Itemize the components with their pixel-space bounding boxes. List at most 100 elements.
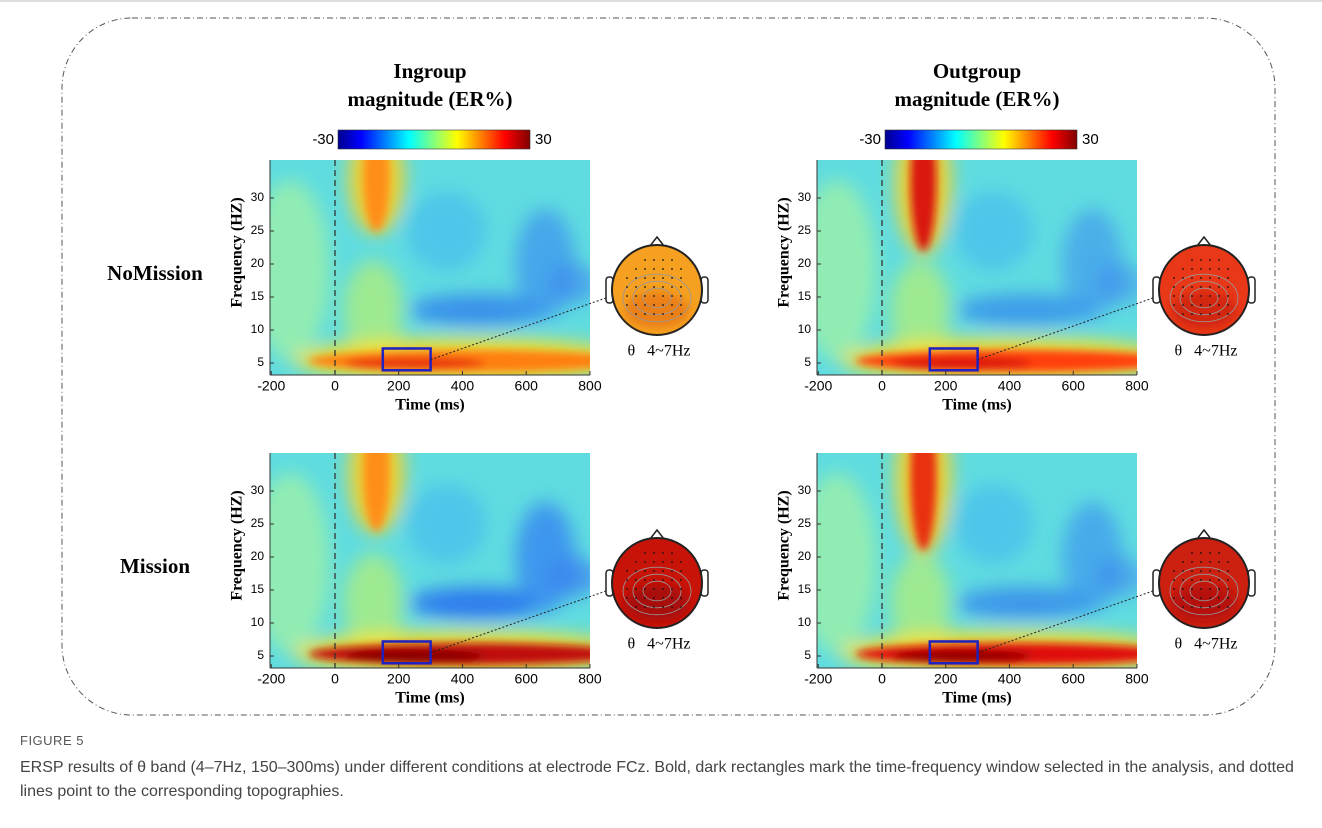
electrode xyxy=(662,259,664,261)
electrode xyxy=(1227,570,1229,572)
electrode xyxy=(1209,259,1211,261)
electrode xyxy=(1182,295,1184,297)
topo-shade xyxy=(1172,292,1236,328)
colorbar-label: 30 xyxy=(535,131,552,148)
colorbar xyxy=(337,129,531,150)
topo-contour xyxy=(642,287,672,309)
column-title: Outgroup xyxy=(933,59,1021,83)
electrode xyxy=(1209,561,1211,563)
electrode xyxy=(1200,570,1202,572)
electrode xyxy=(671,570,673,572)
blob xyxy=(890,260,951,361)
electrode xyxy=(644,259,646,261)
topo-nose xyxy=(649,528,665,540)
blob xyxy=(344,357,485,369)
y-tick-label: 5 xyxy=(257,648,264,662)
x-tick-label: 0 xyxy=(878,378,886,394)
electrode xyxy=(1227,268,1229,270)
electrode xyxy=(680,570,682,572)
electrode xyxy=(662,588,664,590)
electrode xyxy=(662,295,664,297)
electrode xyxy=(635,313,637,315)
electrode xyxy=(1182,606,1184,608)
electrode xyxy=(1200,313,1202,315)
blob xyxy=(408,294,549,327)
electrode xyxy=(671,606,673,608)
electrode xyxy=(1209,295,1211,297)
electrode xyxy=(1200,304,1202,306)
y-tick-label: 30 xyxy=(251,190,265,204)
blob xyxy=(953,191,1034,271)
electrode xyxy=(1227,588,1229,590)
electrode xyxy=(671,313,673,315)
electrode xyxy=(653,561,655,563)
topo-nose xyxy=(1196,528,1212,540)
y-axis-label: Frequency (HZ) xyxy=(229,197,246,307)
electrode xyxy=(1209,552,1211,554)
electrode xyxy=(626,588,628,590)
electrode xyxy=(1191,552,1193,554)
blob xyxy=(891,357,1032,369)
electrode xyxy=(1191,588,1193,590)
x-tick-label: 800 xyxy=(1125,671,1149,687)
y-tick-label: 10 xyxy=(798,322,812,336)
electrode xyxy=(662,552,664,554)
electrode xyxy=(653,295,655,297)
electrode xyxy=(635,588,637,590)
blob xyxy=(270,180,330,360)
electrode xyxy=(1182,313,1184,315)
electrode xyxy=(1209,286,1211,288)
blobs-core xyxy=(855,160,1137,373)
heatmap xyxy=(817,453,1137,668)
electrode xyxy=(1173,295,1175,297)
electrode xyxy=(671,277,673,279)
topo-shade xyxy=(625,585,689,621)
electrode xyxy=(662,277,664,279)
x-tick-label: 200 xyxy=(387,378,411,394)
electrode xyxy=(680,313,682,315)
electrode xyxy=(644,597,646,599)
blob xyxy=(343,260,404,361)
electrode xyxy=(1218,606,1220,608)
electrode xyxy=(662,304,664,306)
electrode xyxy=(1191,259,1193,261)
electrode xyxy=(1173,570,1175,572)
electrode xyxy=(1182,579,1184,581)
electrode xyxy=(1218,259,1220,261)
figure: Ingroup magnitude (ER%) -30 30 Outgroup magni… xyxy=(0,0,1322,716)
topo-contour xyxy=(622,566,692,616)
x-tick-label: 600 xyxy=(1062,671,1086,687)
electrode xyxy=(1182,277,1184,279)
x-tick-label: -200 xyxy=(257,378,285,394)
y-tick-label: 30 xyxy=(798,483,812,497)
electrode xyxy=(680,606,682,608)
tf-panel: -200 0 200 400 600 800 30 25 20 15 10 5 Time (ms) Fre… xyxy=(229,160,709,414)
row-label: Mission xyxy=(120,554,190,578)
electrode xyxy=(644,304,646,306)
x-tick-label: 800 xyxy=(578,378,602,394)
electrode xyxy=(1191,606,1193,608)
x-tick-label: 400 xyxy=(998,671,1022,687)
tf-panel: -200 0 200 400 600 800 30 25 20 15 10 5 Time (ms) Fre… xyxy=(776,160,1256,414)
electrode xyxy=(635,277,637,279)
electrode xyxy=(1218,295,1220,297)
blob xyxy=(270,473,330,653)
electrode xyxy=(653,552,655,554)
electrode xyxy=(635,606,637,608)
electrode xyxy=(653,570,655,572)
electrode xyxy=(1227,597,1229,599)
electrode xyxy=(662,561,664,563)
x-axis-label: Time (ms) xyxy=(395,690,464,707)
topo-shade xyxy=(625,292,689,328)
electrode xyxy=(662,606,664,608)
electrode xyxy=(1227,295,1229,297)
blob xyxy=(817,473,877,653)
electrode xyxy=(1209,277,1211,279)
blob xyxy=(549,263,590,304)
electrode xyxy=(653,304,655,306)
electrode xyxy=(653,277,655,279)
y-tick-label: 30 xyxy=(251,483,265,497)
electrode xyxy=(1200,286,1202,288)
blobs xyxy=(817,160,1137,375)
x-tick-label: 0 xyxy=(878,671,886,687)
